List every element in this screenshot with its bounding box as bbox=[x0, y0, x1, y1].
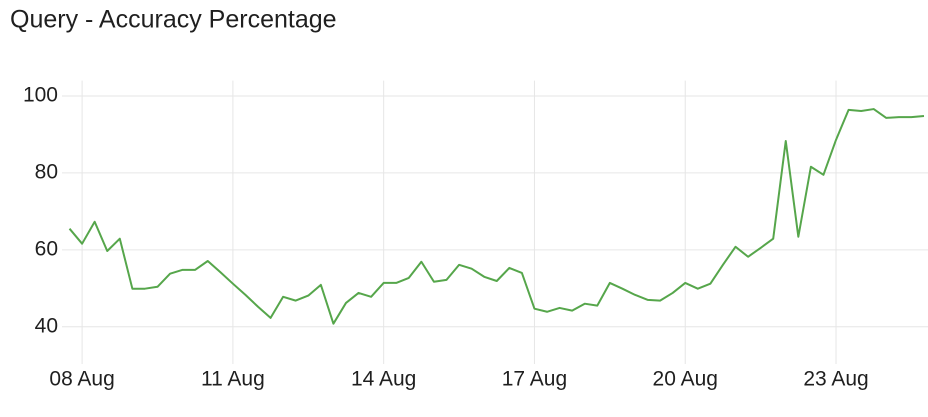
data-line bbox=[68, 108, 925, 325]
y-tick-label: 60 bbox=[35, 237, 58, 260]
x-tick-label: 23 Aug bbox=[803, 368, 868, 391]
x-tick-label: 20 Aug bbox=[653, 368, 718, 391]
y-tick-label: 100 bbox=[23, 84, 58, 107]
x-tick-label: 14 Aug bbox=[351, 368, 416, 391]
y-tick-label: 40 bbox=[35, 314, 58, 337]
chart-title: Query - Accuracy Percentage bbox=[10, 6, 337, 34]
x-tick-label: 11 Aug bbox=[201, 368, 265, 391]
x-tick-label: 17 Aug bbox=[502, 368, 567, 391]
x-tick-label: 08 Aug bbox=[49, 368, 114, 391]
y-tick-label: 80 bbox=[35, 160, 58, 183]
